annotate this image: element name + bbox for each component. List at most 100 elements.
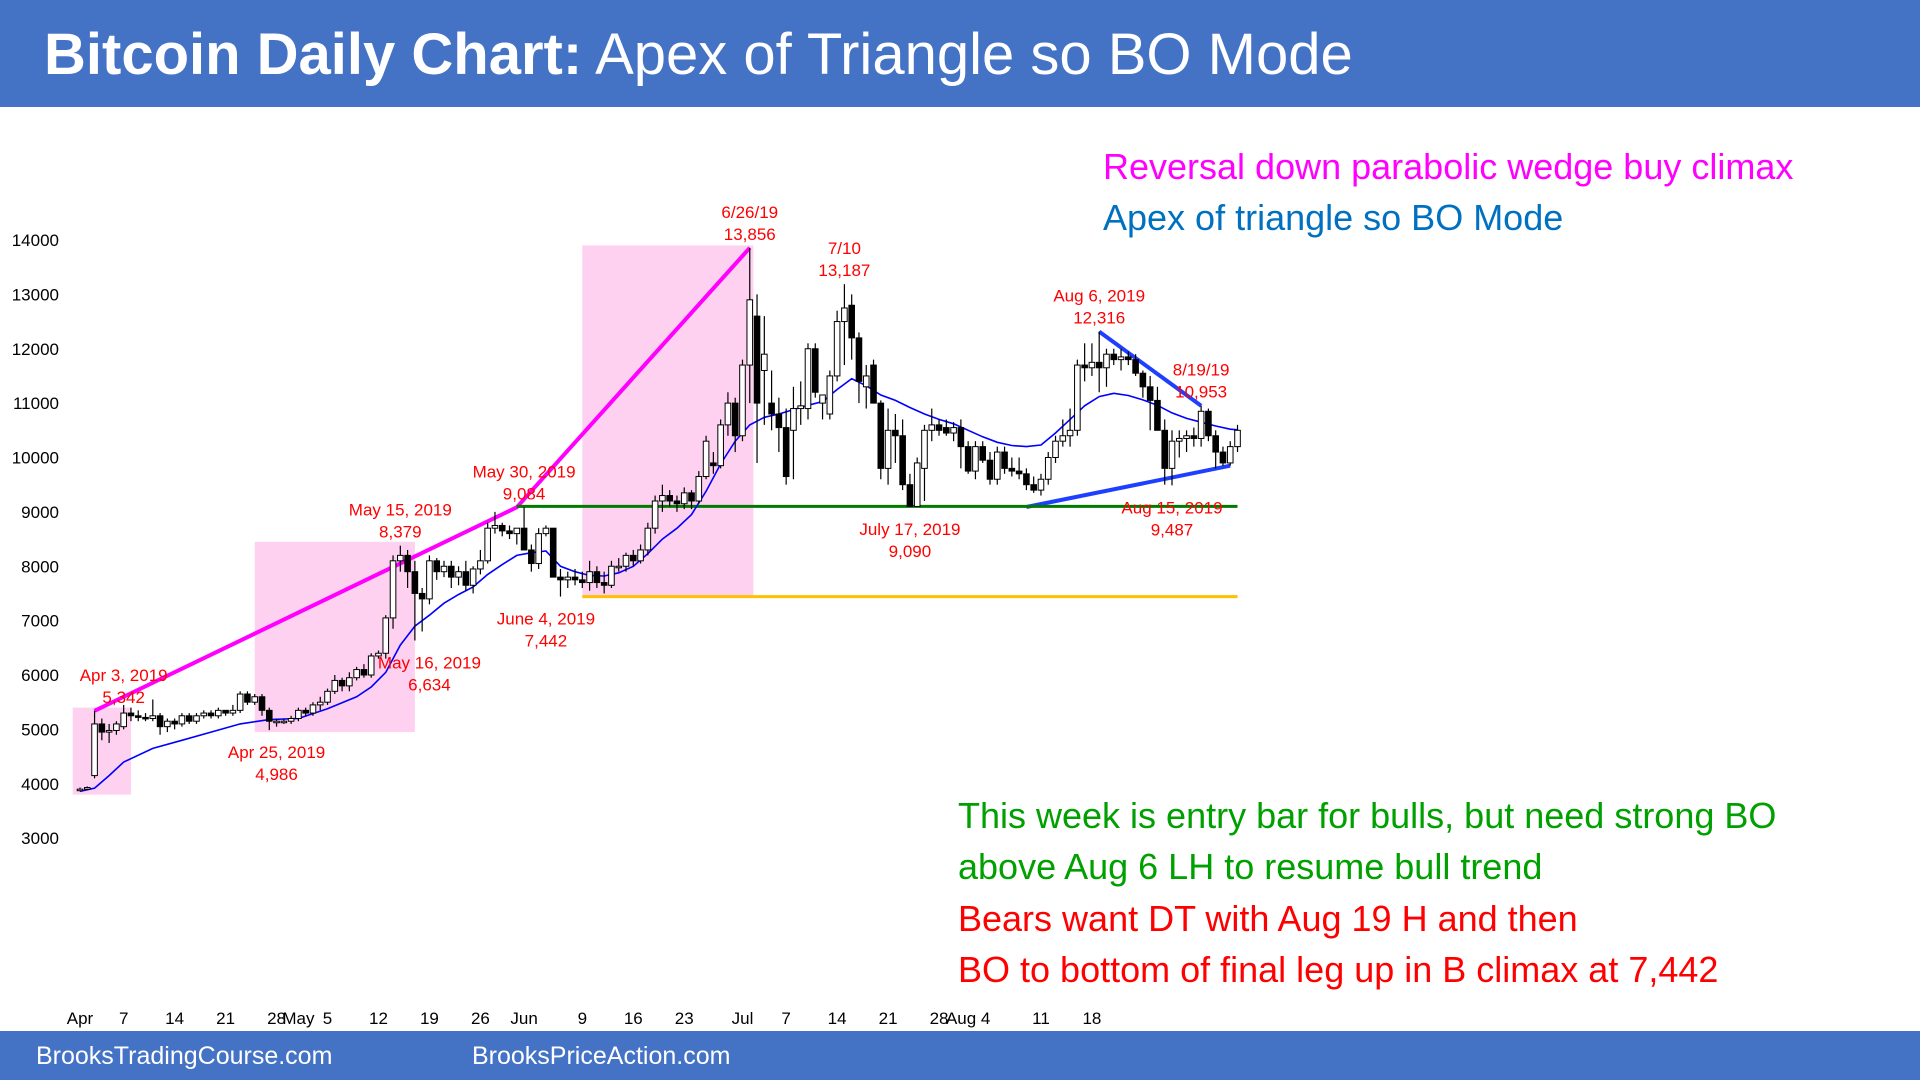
candle — [935, 424, 943, 431]
candle — [331, 679, 339, 692]
candle — [1030, 484, 1037, 491]
annotation-label: 6,634 — [408, 676, 451, 695]
candle — [542, 527, 550, 535]
candle — [1146, 386, 1154, 401]
candle — [1081, 364, 1088, 369]
candle — [418, 592, 426, 600]
candle — [367, 655, 375, 676]
candle — [149, 715, 157, 719]
y-tick-label: 12000 — [12, 340, 59, 359]
candle — [185, 715, 193, 722]
candle — [1219, 451, 1227, 464]
note-bulls-1: This week is entry bar for bulls, but ne… — [958, 795, 1777, 836]
candle — [1139, 372, 1147, 388]
candle — [229, 709, 237, 714]
annotation-label: May 16, 2019 — [378, 654, 481, 673]
annotation-label: 10,953 — [1175, 383, 1227, 402]
candle — [338, 679, 346, 687]
annotation-label: 8/19/19 — [1173, 361, 1230, 380]
candle — [506, 530, 513, 535]
candle — [375, 652, 382, 657]
x-tick-label: 28 — [930, 1009, 949, 1028]
candle — [1117, 356, 1125, 361]
candle — [1110, 353, 1118, 361]
price-chart: 3000 4000 5000 6000 7000 8000 9000 10000 11000 12… — [12, 203, 1241, 1028]
candle — [215, 709, 222, 717]
candle — [797, 405, 805, 410]
annotation-label: 6/26/19 — [721, 203, 778, 222]
candle — [724, 402, 732, 426]
x-tick-label: 18 — [1082, 1009, 1101, 1028]
candle — [1205, 410, 1212, 437]
candle — [564, 576, 572, 581]
y-tick-label: 14000 — [12, 231, 59, 250]
candle — [134, 715, 142, 718]
candle — [222, 709, 229, 714]
candle — [178, 715, 186, 725]
annotation-label: 7/10 — [828, 239, 861, 258]
candle — [557, 576, 564, 581]
candle — [746, 299, 754, 366]
y-tick-label: 4000 — [21, 775, 59, 794]
candle — [1183, 435, 1190, 439]
y-tick-label: 10000 — [12, 449, 59, 468]
candle — [1008, 467, 1016, 472]
annotation-label: May 30, 2019 — [473, 462, 576, 481]
candle — [615, 565, 623, 569]
x-tick-label: May — [282, 1009, 315, 1028]
note-apex: Apex of triangle so BO Mode — [1103, 197, 1564, 238]
title-rest: Apex of Triangle so BO Mode — [595, 22, 1353, 87]
y-tick-label: 8000 — [21, 557, 59, 576]
candle — [404, 554, 411, 573]
candle — [346, 677, 353, 687]
candle — [382, 617, 390, 654]
annotation-label: 7,442 — [525, 632, 568, 651]
candle — [957, 427, 965, 448]
candle — [1023, 473, 1030, 486]
candle — [1132, 359, 1139, 374]
candle — [171, 720, 178, 725]
candle — [1044, 457, 1052, 480]
candle — [200, 712, 208, 717]
y-tick-label: 7000 — [21, 612, 59, 631]
candle — [695, 476, 703, 502]
x-tick-label: 12 — [369, 1009, 388, 1028]
candle — [265, 709, 273, 722]
annotation-label: 5,342 — [102, 688, 145, 707]
candle — [287, 718, 295, 722]
candle — [586, 571, 593, 584]
candle — [528, 549, 535, 565]
annotation-label: 9,084 — [503, 484, 546, 503]
annotation-label: June 4, 2019 — [497, 610, 595, 629]
candle — [673, 500, 681, 505]
candle — [1161, 429, 1169, 469]
candle — [1015, 470, 1023, 475]
candle — [411, 571, 419, 594]
candle — [302, 709, 309, 714]
candle — [659, 495, 666, 502]
annotation-label: July 17, 2019 — [859, 520, 960, 539]
candle — [1037, 478, 1045, 491]
candle — [207, 712, 215, 717]
candle — [1168, 440, 1176, 469]
candle — [1103, 353, 1110, 369]
candle — [964, 446, 972, 472]
candle — [1001, 451, 1008, 469]
candle — [244, 693, 251, 703]
candle — [761, 353, 768, 371]
candle — [943, 427, 950, 434]
candle — [1154, 399, 1161, 431]
candle — [848, 304, 855, 339]
candle — [1226, 446, 1234, 464]
candle — [950, 427, 957, 434]
candle — [1190, 435, 1198, 439]
candle — [637, 549, 644, 562]
candle — [782, 427, 790, 478]
annotation-label: 9,487 — [1151, 520, 1194, 539]
candle — [397, 554, 404, 562]
x-tick-label: 5 — [323, 1009, 332, 1028]
candle — [105, 729, 113, 733]
candle — [1095, 361, 1103, 369]
candle — [680, 492, 688, 505]
x-tick-label: 23 — [675, 1009, 694, 1028]
